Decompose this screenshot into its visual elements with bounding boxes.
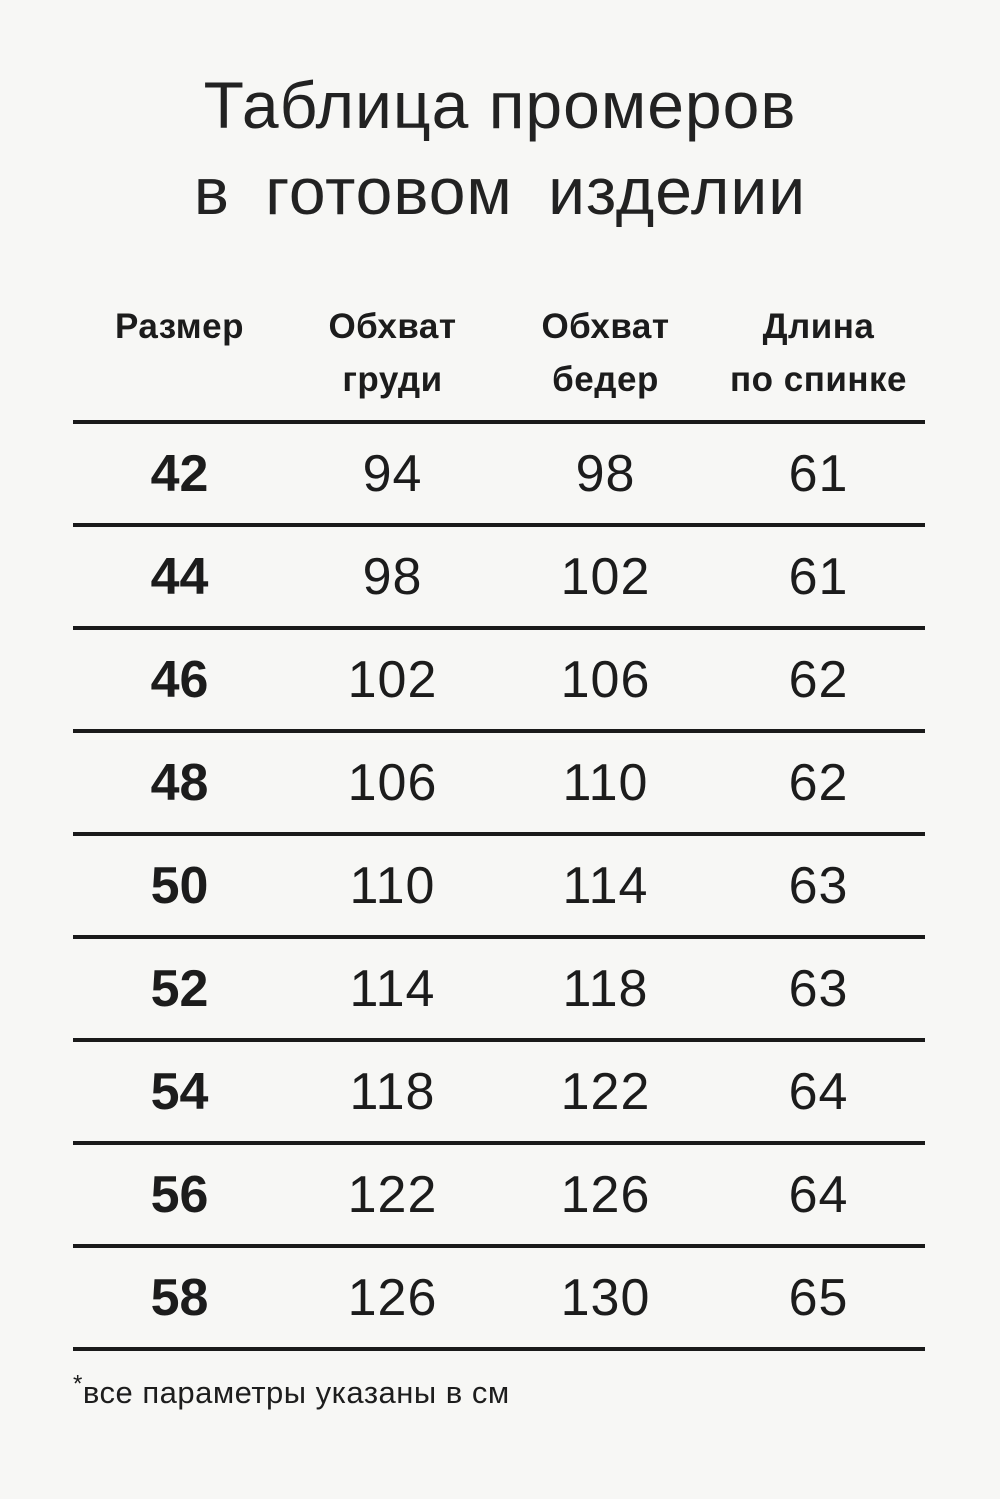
hips-cell: 118 [562,959,649,1018]
size-cell: 52 [150,959,209,1018]
table-row: 56 122 126 64 [73,1145,925,1248]
column-header-chest-line-2: груди [342,360,443,399]
back-length-cell: 61 [788,547,849,606]
column-header-back-length-line-1: Длина [762,307,875,346]
hips-cell: 106 [560,650,651,709]
size-table-header-row: Размер Обхват груди Обхват бедер Длина п… [73,300,925,424]
chest-cell: 110 [349,856,436,915]
size-cell: 42 [150,444,209,503]
hips-cell: 126 [560,1165,651,1224]
chest-cell: 98 [362,547,423,606]
column-header-hips: Обхват бедер [499,300,712,406]
table-row: 46 102 106 62 [73,630,925,733]
table-row: 48 106 110 62 [73,733,925,836]
hips-cell: 98 [575,444,636,503]
hips-cell: 102 [560,547,651,606]
table-row: 58 126 130 65 [73,1248,925,1351]
table-row: 52 114 118 63 [73,939,925,1042]
size-table: Размер Обхват груди Обхват бедер Длина п… [73,300,925,1351]
table-row: 54 118 122 64 [73,1042,925,1145]
back-length-cell: 64 [788,1062,849,1121]
back-length-cell: 61 [788,444,849,503]
page-title: Таблица промеров в готовом изделии [0,0,1000,234]
column-header-size: Размер [73,300,286,353]
chest-cell: 106 [347,753,438,812]
hips-cell: 122 [560,1062,651,1121]
footnote: *все параметры указаны в см [73,1372,1000,1411]
back-length-cell: 65 [788,1268,849,1327]
size-cell: 48 [150,753,209,812]
size-cell: 46 [150,650,209,709]
size-cell: 54 [150,1062,209,1121]
column-header-chest: Обхват груди [286,300,499,406]
hips-cell: 130 [560,1268,651,1327]
footnote-text: все параметры указаны в см [82,1375,510,1410]
table-row: 42 94 98 61 [73,424,925,527]
column-header-back-length-line-2: по спинке [730,360,907,399]
chest-cell: 126 [347,1268,438,1327]
size-cell: 56 [150,1165,209,1224]
column-header-chest-line-1: Обхват [328,307,457,346]
chest-cell: 114 [349,959,436,1018]
hips-cell: 110 [562,753,649,812]
column-header-hips-line-1: Обхват [541,307,670,346]
chest-cell: 122 [347,1165,438,1224]
hips-cell: 114 [562,856,649,915]
table-row: 50 110 114 63 [73,836,925,939]
table-row: 44 98 102 61 [73,527,925,630]
back-length-cell: 64 [788,1165,849,1224]
size-cell: 44 [150,547,209,606]
chest-cell: 102 [347,650,438,709]
back-length-cell: 63 [788,856,849,915]
back-length-cell: 62 [788,753,849,812]
size-cell: 50 [150,856,209,915]
column-header-hips-line-2: бедер [552,360,659,399]
page-title-line-2: в готовом изделии [193,154,807,228]
size-cell: 58 [150,1268,209,1327]
column-header-back-length: Длина по спинке [712,300,925,406]
back-length-cell: 62 [788,650,849,709]
footnote-asterisk: * [73,1370,83,1398]
chest-cell: 118 [349,1062,436,1121]
page-title-line-1: Таблица промеров [203,68,797,142]
back-length-cell: 63 [788,959,849,1018]
chest-cell: 94 [362,444,423,503]
column-header-size-label: Размер [114,307,245,346]
